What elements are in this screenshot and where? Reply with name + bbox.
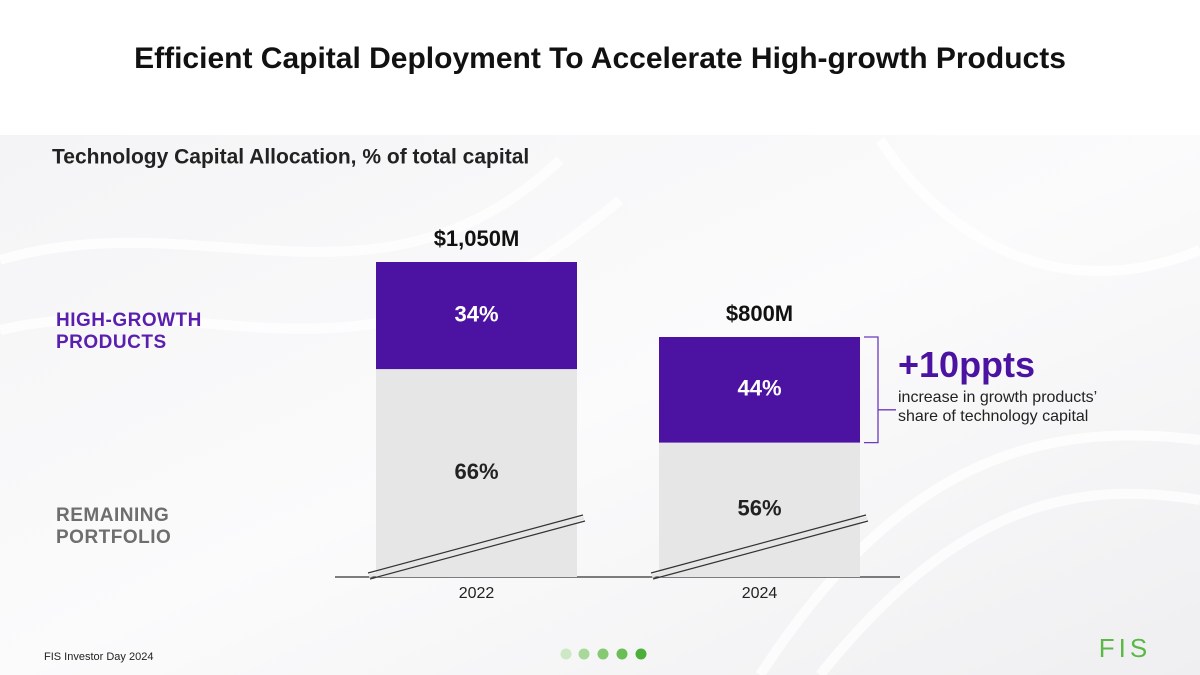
axis-break [650,514,867,574]
axis-break-gap [368,516,585,578]
bar-segment [376,369,577,577]
bracket [864,336,896,444]
series-label: HIGH-GROWTH PRODUCTS [56,310,202,353]
background [0,135,1200,675]
axis-break [652,520,869,580]
x-tick-label: 2022 [459,585,495,602]
slide-title: Efficient Capital Deployment To Accelera… [134,42,1066,75]
value-label: 44% [737,376,781,401]
value-label: 56% [737,496,781,521]
footer: FIS Investor Day 2024 [44,651,153,663]
bar-segment [659,337,860,443]
background-curves [0,137,1200,675]
axis-break [369,520,586,580]
logo: FIS [1099,633,1151,663]
total-label: $1,050M [434,226,520,251]
progress-dots [560,648,647,660]
chart-title: Technology Capital Allocation, % of tota… [52,146,529,169]
axis-break [367,514,584,574]
series-label: REMAINING PORTFOLIO [56,505,172,548]
annotation-text: increase in growth products’ share of te… [898,388,1097,425]
total-label: $800M [726,301,793,326]
value-label: 66% [454,459,498,484]
axis-break-gap [651,516,868,578]
bar-segment [659,442,860,577]
annotation-headline: +10ppts [898,343,1036,385]
bar-segment [376,262,577,370]
value-label: 34% [454,301,498,326]
x-tick-label: 2024 [742,585,778,602]
